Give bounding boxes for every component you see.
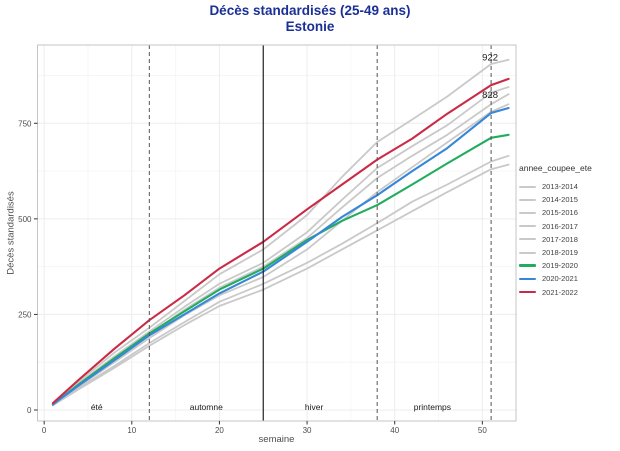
series-line-2017-2018 bbox=[52, 58, 510, 405]
legend-label-2015-2016: 2015-2016 bbox=[542, 208, 578, 218]
reference-lines bbox=[148, 45, 492, 421]
season-label-printemps: printemps bbox=[414, 402, 451, 412]
legend-swatch-2016-2017 bbox=[519, 225, 536, 228]
series-line-2015-2016 bbox=[52, 154, 510, 407]
legend-label-2021-2022: 2021-2022 bbox=[542, 287, 578, 297]
legend-entry-2018-2019: 2018-2019 bbox=[519, 246, 592, 259]
season-label-été: été bbox=[91, 402, 103, 412]
legend-label-2016-2017: 2016-2017 bbox=[542, 221, 578, 231]
legend-label-2017-2018: 2017-2018 bbox=[542, 234, 578, 244]
legend-title: annee_coupee_ete bbox=[519, 163, 592, 173]
x-axis-title: semaine bbox=[258, 434, 295, 445]
series-line-2018-2019 bbox=[52, 163, 510, 407]
panel-border bbox=[37, 44, 517, 422]
legend-swatch-2013-2014 bbox=[519, 185, 536, 188]
series-line-2020-2021 bbox=[51, 106, 510, 406]
series-line-2019-2020 bbox=[51, 133, 510, 406]
legend-label-2013-2014: 2013-2014 bbox=[542, 182, 578, 192]
legend-entry-2019-2020: 2019-2020 bbox=[519, 259, 592, 272]
x-tick-label-30: 30 bbox=[303, 426, 312, 435]
legend-swatch-2020-2021 bbox=[519, 277, 536, 281]
y-tick-label-750: 750 bbox=[18, 119, 32, 128]
y-tick-label-500: 500 bbox=[18, 215, 32, 224]
legend-swatch-2014-2015 bbox=[519, 198, 536, 201]
legend-swatch-2019-2020 bbox=[519, 264, 536, 267]
legend-label-2020-2021: 2020-2021 bbox=[542, 274, 578, 284]
legend-label-2018-2019: 2018-2019 bbox=[542, 248, 578, 258]
season-label-automne: automne bbox=[190, 402, 223, 412]
legend-swatch-2021-2022 bbox=[519, 290, 536, 294]
legend-swatch-2015-2016 bbox=[519, 211, 536, 214]
annotation-828: 828 bbox=[482, 90, 498, 101]
legend-entry-2015-2016: 2015-2016 bbox=[519, 206, 592, 219]
x-tick-label-10: 10 bbox=[127, 426, 136, 435]
legend-entry-2020-2021: 2020-2021 bbox=[519, 272, 592, 285]
legend-entry-2021-2022: 2021-2022 bbox=[519, 286, 592, 299]
y-tick-label-250: 250 bbox=[18, 310, 32, 319]
grid-major bbox=[37, 45, 516, 421]
annotation-922: 922 bbox=[482, 53, 498, 64]
legend-entries: 2013-2014 2014-2015 2015-2016 2016-2017 2017… bbox=[519, 180, 592, 299]
legend-swatch-2017-2018 bbox=[519, 238, 536, 241]
series-line-2016-2017 bbox=[52, 86, 510, 406]
x-tick-label-50: 50 bbox=[478, 426, 487, 435]
series-lines bbox=[51, 58, 510, 407]
legend-entry-2014-2015: 2014-2015 bbox=[519, 193, 592, 206]
legend-label-2014-2015: 2014-2015 bbox=[542, 195, 578, 205]
legend-entry-2017-2018: 2017-2018 bbox=[519, 233, 592, 246]
chart-subtitle: Estonie bbox=[285, 19, 335, 34]
season-label-hiver: hiver bbox=[305, 402, 324, 412]
series-line-2013-2014 bbox=[52, 103, 510, 406]
season-labels: été automne hiver printemps bbox=[91, 402, 451, 412]
series-line-2021-2022 bbox=[51, 77, 510, 405]
legend-label-2019-2020: 2019-2020 bbox=[542, 261, 578, 271]
legend-entry-2016-2017: 2016-2017 bbox=[519, 220, 592, 233]
y-tick-label-0: 0 bbox=[27, 406, 32, 415]
y-axis-title: Décès standardisés bbox=[5, 191, 17, 275]
x-tick-label-40: 40 bbox=[390, 426, 399, 435]
chart-title: Décès standardisés (25-49 ans) bbox=[209, 3, 411, 18]
legend-entry-2013-2014: 2013-2014 bbox=[519, 180, 592, 193]
legend: annee_coupee_ete 2013-2014 2014-2015 2015-… bbox=[519, 163, 592, 299]
annotations: 922 828 bbox=[482, 53, 498, 101]
title-block: Décès standardisés (25-49 ans) Estonie bbox=[0, 3, 620, 35]
legend-swatch-2018-2019 bbox=[519, 251, 536, 254]
x-tick-label-20: 20 bbox=[215, 426, 224, 435]
x-tick-label-0: 0 bbox=[42, 426, 47, 435]
